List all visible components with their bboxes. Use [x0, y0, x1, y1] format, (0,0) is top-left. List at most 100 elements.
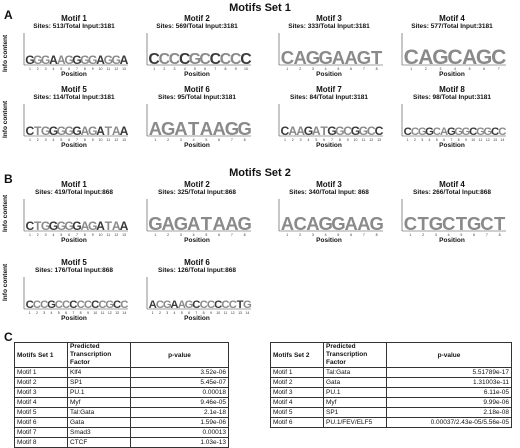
motif-name: Motif 6	[184, 85, 210, 94]
table1-motif-cell: Motif 1	[14, 367, 68, 378]
set2-row2-ylabel: Info content	[2, 263, 9, 301]
logo-letter: G	[105, 299, 114, 311]
x-tick-label: 6	[218, 233, 220, 237]
logo-letter: G	[359, 124, 368, 138]
table1-header-motif: Motifs Set 1	[14, 342, 68, 368]
logo-letter: A	[462, 46, 477, 69]
table2-factor-cell: Myf	[323, 397, 387, 408]
x-tick-label: 6	[188, 311, 190, 315]
logo-letter: C	[293, 213, 306, 234]
logo-letter: G	[72, 53, 81, 67]
x-tick-label: 4	[429, 138, 431, 142]
logo-letter: A	[80, 124, 89, 138]
logo-letter: T	[237, 299, 244, 311]
table-row: Motif 6 PU.1/FEV/ELF5 0.00037/2.43e-05/5.5…	[270, 417, 512, 428]
motif-sites: Sites: 98/Total Input:3181	[413, 94, 491, 101]
logo-letter: G	[64, 124, 73, 138]
x-tick-label: 1	[410, 67, 412, 71]
logo-letter: C	[367, 124, 376, 138]
x-tick-label: 8	[225, 67, 227, 71]
table1-motif-cell: Motif 7	[14, 427, 68, 438]
x-tick-label: 7	[363, 233, 365, 237]
x-tick-label: 3	[180, 233, 182, 237]
x-tick-label: 3	[312, 67, 314, 71]
x-tick-label: 6	[473, 233, 475, 237]
motif-name: Motif 1	[61, 14, 87, 23]
logo-letter: G	[104, 53, 113, 67]
logo-letter: C	[220, 51, 231, 68]
logo-letter: A	[293, 47, 306, 68]
x-tick-label: 4	[52, 138, 54, 142]
logo-letter: C	[200, 299, 208, 311]
x-tick-label: 10	[99, 138, 103, 142]
logo-letter: T	[201, 213, 213, 234]
logo-letter: A	[96, 53, 105, 67]
x-tick-label: 8	[84, 138, 86, 142]
logo-letter: C	[148, 51, 159, 68]
table1-factor-cell: Gata	[67, 417, 131, 428]
table1-motif-cell: Motif 2	[14, 377, 68, 388]
logo-letter: A	[120, 219, 129, 233]
table1-pvalue-cell: 1.03e-13	[130, 437, 229, 448]
logo-letter: G	[57, 124, 66, 138]
sequence-logo-plot: C1 A2 G3 C4 A5 G6 C7	[401, 33, 506, 71]
table-row: Motif 3 PU.1 0.00018	[14, 387, 229, 398]
table2-factor-cell: PU.1	[323, 387, 387, 398]
motif-name: Motif 3	[316, 14, 342, 23]
table1-pvalue-cell: 3.52e-06	[130, 367, 229, 378]
x-tick-label: 5	[60, 67, 62, 71]
x-tick-label: 2	[299, 233, 301, 237]
motif-sites: Sites: 569/Total Input:3181	[156, 23, 238, 30]
logo-letter: G	[72, 124, 81, 138]
set1-row1-ylabel: Info content	[2, 34, 9, 72]
x-tick-label: 5	[194, 67, 196, 71]
table2-motif-cell: Motif 6	[270, 417, 324, 428]
motif-name: Motif 4	[439, 14, 465, 23]
logo-letter: G	[80, 53, 89, 67]
table1-pvalue-cell: 9.46e-05	[130, 397, 229, 408]
table-row: Motif 7 Smad3 0.00013	[14, 427, 229, 438]
x-tick-label: 4	[448, 233, 450, 237]
motif-sites: Sites: 266/Total Input:868	[413, 189, 491, 196]
x-tick-label: 7	[486, 233, 488, 237]
logo-letter: G	[418, 126, 427, 138]
motif-sites: Sites: 126/Total Input:868	[158, 267, 236, 274]
logo-letter: T	[34, 124, 42, 138]
logo-letter: C	[404, 213, 417, 234]
x-axis-label: Position	[184, 71, 210, 78]
logo-letter: C	[210, 51, 221, 68]
x-tick-label: 7	[214, 67, 216, 71]
x-tick-label: 11	[362, 138, 366, 142]
logo-letter: G	[476, 46, 492, 69]
x-tick-label: 7	[498, 67, 500, 71]
logo-letter: C	[491, 46, 506, 69]
set1-title: Motifs Set 1	[229, 2, 291, 14]
x-tick-label: 3	[174, 67, 176, 71]
table1-pvalue-cell: 5.45e-07	[130, 377, 229, 388]
logo-letter: G	[237, 118, 251, 139]
x-tick-label: 7	[231, 138, 233, 142]
logo-letter: G	[462, 126, 471, 138]
logo-letter: T	[34, 219, 42, 233]
x-tick-label: 5	[60, 138, 62, 142]
x-axis-label: Position	[316, 237, 342, 244]
logo-letter: G	[425, 126, 434, 138]
x-tick-label: 7	[195, 311, 197, 315]
motif-sites: Sites: 325/Total Input:868	[158, 189, 236, 196]
table1-header-factor: Predicted Transcription Factor	[67, 342, 131, 368]
x-tick-label: 4	[193, 138, 195, 142]
logo-letter: C	[207, 299, 215, 311]
x-tick-label: 2	[37, 138, 39, 142]
x-axis-label: Position	[439, 142, 465, 149]
logo-letter: G	[447, 126, 456, 138]
logo-letter: C	[214, 299, 222, 311]
table2-motif-cell: Motif 4	[270, 397, 324, 408]
set1-motif-logo-1: Motif 1 Sites: 513/Total Input:3181 G 1 G 2 G 3…	[18, 14, 130, 79]
logo-letter: C	[442, 213, 455, 234]
x-tick-label: 13	[238, 311, 242, 315]
x-tick-label: 12	[231, 311, 235, 315]
